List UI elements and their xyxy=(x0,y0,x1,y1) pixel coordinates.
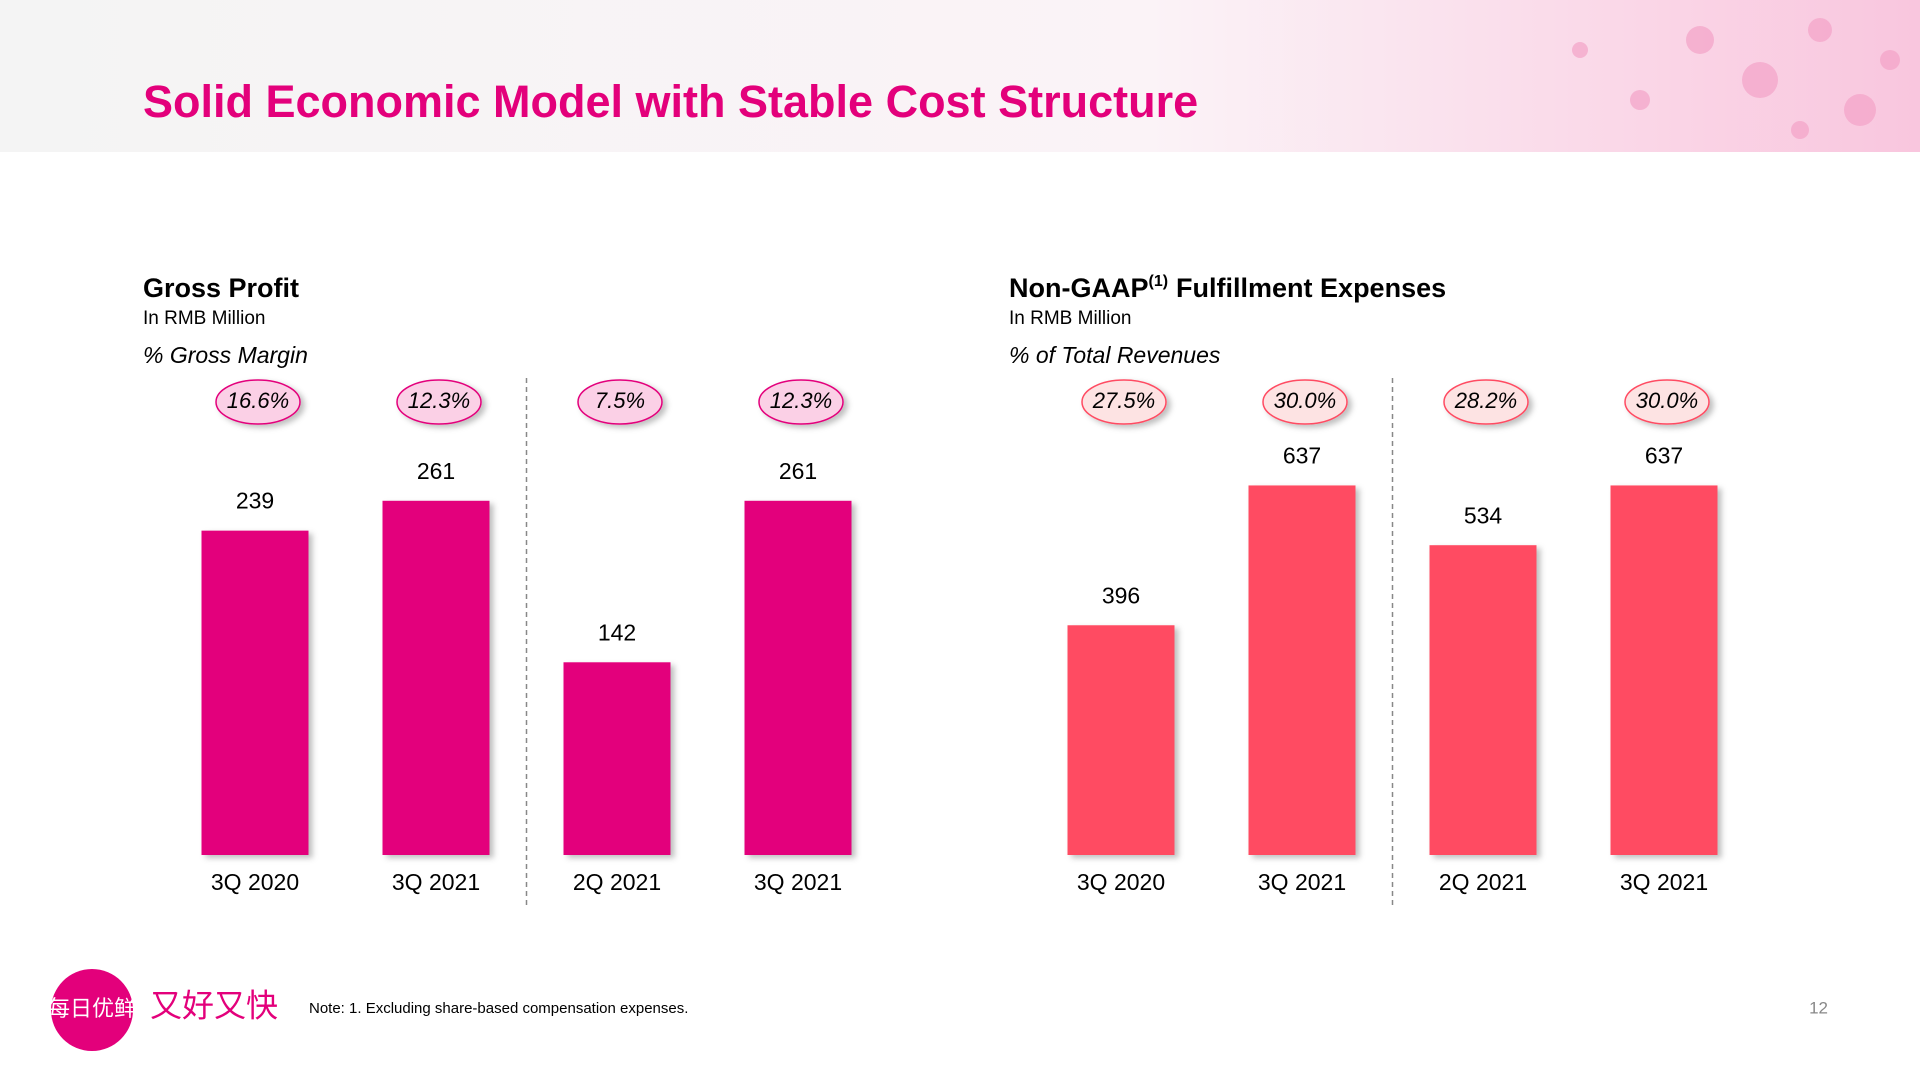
bar xyxy=(1067,625,1175,855)
chart-title-superscript: (1) xyxy=(1148,273,1168,290)
x-tick-label: 3Q 2020 xyxy=(211,869,299,895)
bar xyxy=(1429,545,1537,855)
margin-bubble xyxy=(215,379,301,425)
value-label: 637 xyxy=(1283,443,1321,469)
value-label: 261 xyxy=(417,458,455,484)
margin-label: 28.2% xyxy=(1454,388,1517,413)
bar xyxy=(1610,485,1718,855)
page-title: Solid Economic Model with Stable Cost St… xyxy=(143,76,1198,127)
x-tick-label: 3Q 2021 xyxy=(1258,869,1346,895)
chart-title-suffix: Fulfillment Expenses xyxy=(1176,273,1446,303)
chart-title-text: Non-GAAP xyxy=(1009,273,1148,303)
header-band xyxy=(0,0,1920,152)
margin-bubble xyxy=(1262,379,1348,425)
value-label: 534 xyxy=(1464,502,1503,528)
logo xyxy=(51,969,133,1051)
x-tick-label: 2Q 2021 xyxy=(573,869,661,895)
chart-title: Non-GAAP(1) Fulfillment Expenses xyxy=(1009,273,1446,303)
bar xyxy=(382,500,490,855)
margin-label: 27.5% xyxy=(1092,388,1155,413)
chart-subtitle: In RMB Million xyxy=(143,308,265,329)
x-tick-label: 3Q 2021 xyxy=(1620,869,1708,895)
bar xyxy=(744,500,852,855)
value-label: 396 xyxy=(1102,582,1140,608)
x-tick-label: 2Q 2021 xyxy=(1439,869,1527,895)
value-label: 261 xyxy=(779,458,817,484)
margin-label: 16.6% xyxy=(227,388,289,413)
x-tick-label: 3Q 2020 xyxy=(1077,869,1165,895)
value-label: 142 xyxy=(598,619,636,645)
margin-label: 30.0% xyxy=(1274,388,1336,413)
value-label: 637 xyxy=(1645,443,1683,469)
margin-label: 12.3% xyxy=(770,388,832,413)
margin-bubble xyxy=(1443,379,1529,425)
margin-bubble xyxy=(1624,379,1710,425)
footnote: Note: 1. Excluding share-based compensat… xyxy=(309,1000,688,1017)
x-tick-label: 3Q 2021 xyxy=(754,869,842,895)
value-label: 239 xyxy=(236,488,274,514)
margin-bubble xyxy=(577,379,663,425)
chart-annotation: % Gross Margin xyxy=(143,342,308,368)
chart-title: Gross Profit xyxy=(143,273,299,303)
logo-text: 每日优鲜 xyxy=(48,996,136,1021)
bar xyxy=(201,530,309,855)
bar xyxy=(563,662,671,855)
x-tick-label: 3Q 2021 xyxy=(392,869,480,895)
chart-annotation: % of Total Revenues xyxy=(1009,342,1221,368)
margin-bubble xyxy=(1081,379,1167,425)
chart-title-text: Gross Profit xyxy=(143,273,299,303)
margin-bubble xyxy=(396,379,482,425)
page-number: 12 xyxy=(1809,998,1828,1017)
margin-label: 12.3% xyxy=(408,388,470,413)
bar xyxy=(1248,485,1356,855)
slogan: 又好又快 xyxy=(150,987,278,1023)
chart-subtitle: In RMB Million xyxy=(1009,308,1131,329)
header-dots xyxy=(1572,18,1900,139)
margin-label: 7.5% xyxy=(595,388,645,413)
margin-label: 30.0% xyxy=(1636,388,1698,413)
margin-bubble xyxy=(758,379,844,425)
